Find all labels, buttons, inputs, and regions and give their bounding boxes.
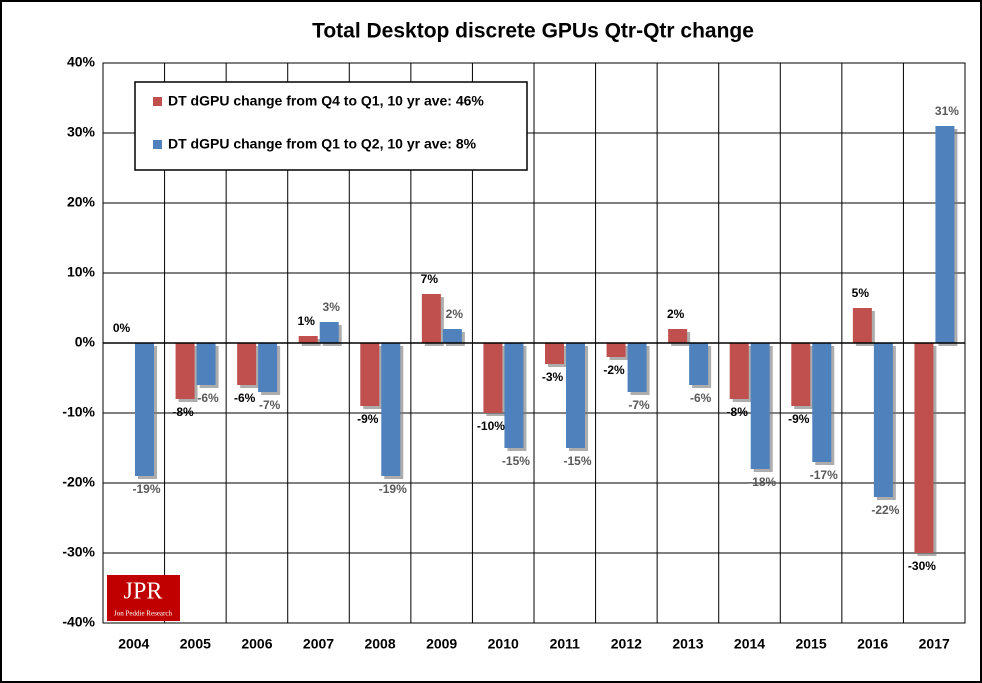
data-label: 0% (113, 321, 131, 335)
bar (606, 343, 626, 357)
bar (421, 294, 441, 343)
data-label: -2% (603, 363, 625, 377)
bar (135, 343, 154, 476)
bar (668, 329, 688, 343)
x-tick-label: 2005 (180, 636, 211, 652)
bar (504, 343, 524, 448)
y-tick-label: -20% (62, 474, 95, 490)
data-label: 7% (421, 272, 439, 286)
legend: DT dGPU change from Q4 to Q1, 10 yr ave:… (134, 81, 528, 171)
bar (360, 343, 380, 406)
logo: JPR Jon Peddie Research (107, 575, 180, 621)
legend-box (134, 81, 528, 171)
data-label: 2% (446, 307, 464, 321)
legend-label: DT dGPU change from Q1 to Q2, 10 yr ave:… (168, 136, 477, 152)
bar (319, 322, 339, 343)
data-label: -10% (477, 419, 505, 433)
y-tick-label: -40% (62, 614, 95, 630)
legend-swatch (153, 140, 162, 149)
data-label: -17% (810, 468, 838, 482)
bar (914, 343, 934, 553)
bar (442, 329, 462, 343)
bar (196, 343, 216, 385)
bar (175, 343, 195, 399)
bar (750, 343, 770, 469)
data-label: -6% (197, 391, 219, 405)
data-label: -3% (542, 370, 564, 384)
bar (237, 343, 257, 385)
bar (258, 343, 278, 392)
bar (873, 343, 893, 497)
data-label: -22% (871, 503, 899, 517)
logo-text: JPR (124, 579, 163, 605)
x-tick-label: 2014 (734, 636, 765, 652)
logo-subtext: Jon Peddie Research (114, 610, 172, 618)
y-tick-label: 30% (67, 124, 96, 140)
data-label: -19% (132, 482, 160, 496)
y-tick-label: -30% (62, 544, 95, 560)
data-label: 3% (323, 300, 341, 314)
legend-swatch (153, 97, 162, 106)
bar (689, 343, 709, 385)
bar (812, 343, 832, 462)
bar (729, 343, 749, 399)
data-label: -19% (379, 482, 407, 496)
x-tick-label: 2012 (611, 636, 642, 652)
data-label: -8% (727, 405, 749, 419)
x-tick-label: 2007 (303, 636, 334, 652)
y-tick-label: 20% (67, 194, 96, 210)
bar (298, 336, 318, 343)
bar (545, 343, 564, 364)
data-label: -8% (172, 405, 194, 419)
y-tick-label: 0% (75, 334, 96, 350)
x-tick-label: 2016 (857, 636, 888, 652)
data-label: -30% (908, 559, 936, 573)
data-label: -18% (748, 475, 776, 489)
bar (566, 343, 585, 448)
data-label: -15% (502, 454, 530, 468)
bar (627, 343, 647, 392)
bar (381, 343, 401, 476)
x-tick-label: 2015 (795, 636, 826, 652)
x-tick-label: 2006 (241, 636, 272, 652)
bar (483, 343, 503, 413)
x-tick-label: 2009 (426, 636, 457, 652)
data-label: -6% (690, 391, 712, 405)
x-tick-label: 2004 (118, 636, 149, 652)
data-label: -7% (259, 398, 281, 412)
y-tick-label: -10% (62, 404, 95, 420)
data-label: -15% (563, 454, 591, 468)
bar (935, 126, 955, 343)
x-tick-label: 2011 (550, 636, 581, 652)
data-label: -9% (788, 412, 810, 426)
data-label: -6% (234, 391, 256, 405)
logo-box (107, 575, 180, 621)
legend-label: DT dGPU change from Q4 to Q1, 10 yr ave:… (168, 93, 484, 109)
data-label: 1% (298, 314, 316, 328)
bar (852, 308, 872, 343)
x-tick-label: 2017 (919, 636, 950, 652)
data-label: 31% (935, 104, 959, 118)
y-tick-label: 40% (67, 54, 96, 70)
x-tick-label: 2008 (364, 636, 395, 652)
y-tick-label: 10% (67, 264, 96, 280)
x-tick-label: 2013 (672, 636, 703, 652)
data-label: -9% (357, 412, 379, 426)
data-label: -7% (628, 398, 650, 412)
x-tick-label: 2010 (488, 636, 519, 652)
data-label: 5% (852, 286, 870, 300)
chart-title: Total Desktop discrete GPUs Qtr-Qtr chan… (312, 20, 754, 43)
bar (791, 343, 811, 406)
data-label: 2% (667, 307, 685, 321)
